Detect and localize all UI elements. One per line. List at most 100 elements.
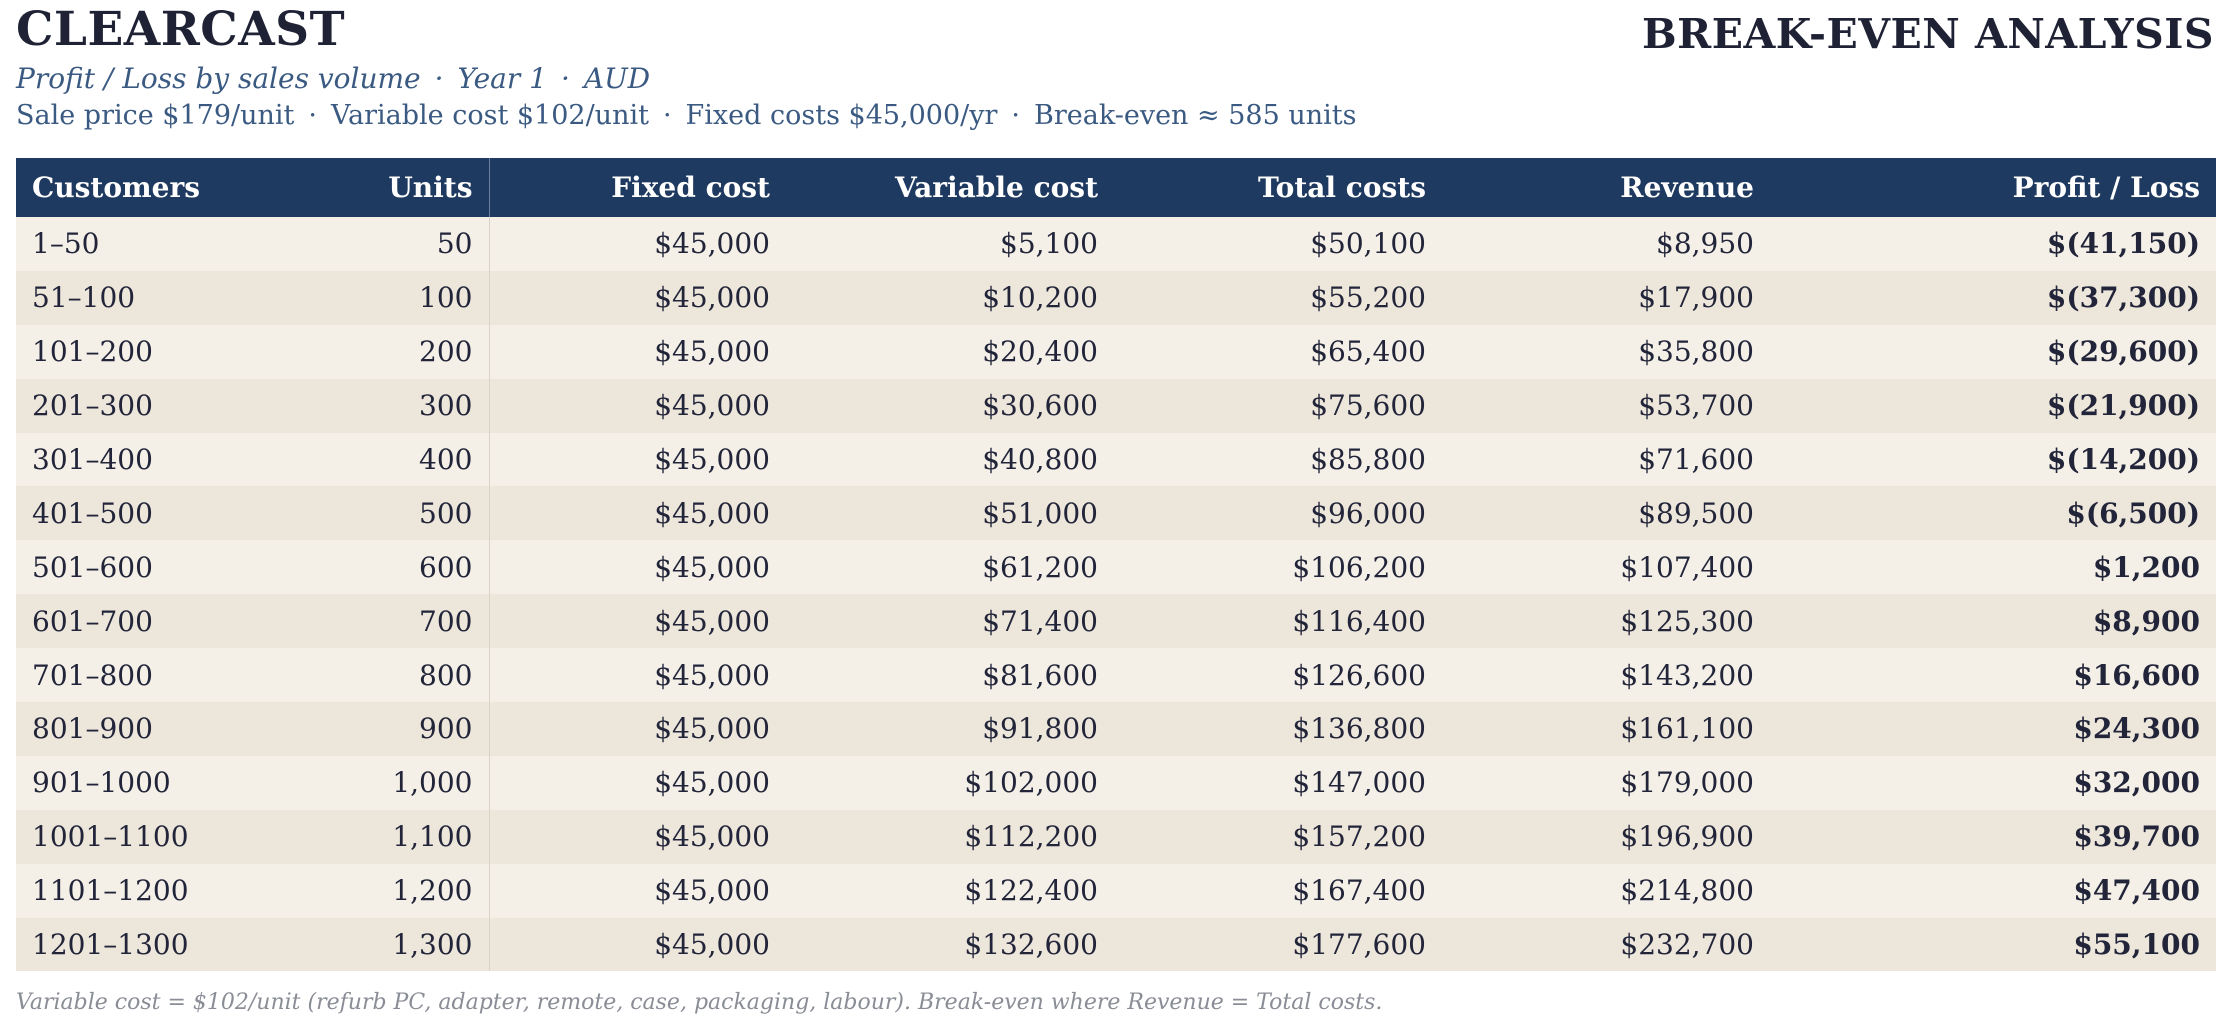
cell-fixed-cost: $45,000	[489, 217, 786, 271]
cell-customers: 301–400	[16, 432, 216, 487]
cell-variable-cost: $61,200	[786, 540, 1114, 595]
cell-profit-loss: $(21,900)	[1770, 378, 2216, 433]
cell-fixed-cost: $45,000	[489, 809, 786, 864]
cell-profit-loss: $16,600	[1770, 648, 2216, 703]
cell-revenue: $161,100	[1442, 702, 1770, 756]
cell-variable-cost: $81,600	[786, 648, 1114, 703]
cell-revenue: $107,400	[1442, 540, 1770, 595]
cell-fixed-cost: $45,000	[489, 702, 786, 756]
table-header-row: Customers Units Fixed cost Variable cost…	[16, 158, 2216, 217]
cell-total-costs: $106,200	[1114, 540, 1442, 595]
cell-total-costs: $167,400	[1114, 863, 1442, 918]
cell-total-costs: $65,400	[1114, 324, 1442, 379]
table-row: 401–500 500 $45,000 $51,000 $96,000 $89,500 $(…	[16, 486, 2216, 541]
table-row: 1101–1200 1,200 $45,000 $122,400 $167,400 $21…	[16, 863, 2216, 918]
cell-customers: 1201–1300	[16, 917, 216, 972]
cell-profit-loss: $(6,500)	[1770, 486, 2216, 541]
cell-variable-cost: $40,800	[786, 432, 1114, 487]
table-row: 601–700 700 $45,000 $71,400 $116,400 $125,300…	[16, 594, 2216, 649]
cell-customers: 1–50	[16, 217, 216, 271]
cell-customers: 1001–1100	[16, 809, 216, 864]
cell-customers: 101–200	[16, 324, 216, 379]
cell-customers: 51–100	[16, 270, 216, 325]
cell-fixed-cost: $45,000	[489, 378, 786, 433]
subtitle-currency: AUD	[583, 62, 651, 95]
cell-fixed-cost: $45,000	[489, 540, 786, 595]
column-header-profit-loss: Profit / Loss	[1770, 158, 2216, 217]
cell-units: 600	[216, 540, 490, 595]
cell-variable-cost: $122,400	[786, 863, 1114, 918]
cell-profit-loss: $47,400	[1770, 863, 2216, 918]
cell-profit-loss: $1,200	[1770, 540, 2216, 595]
cell-fixed-cost: $45,000	[489, 486, 786, 541]
table-row: 51–100 100 $45,000 $10,200 $55,200 $17,900 $(3…	[16, 270, 2216, 325]
cell-units: 800	[216, 648, 490, 703]
cell-variable-cost: $5,100	[786, 217, 1114, 271]
cell-fixed-cost: $45,000	[489, 648, 786, 703]
cell-customers: 701–800	[16, 648, 216, 703]
table-row: 1001–1100 1,100 $45,000 $112,200 $157,200 $19…	[16, 809, 2216, 864]
table-row: 901–1000 1,000 $45,000 $102,000 $147,000 $179…	[16, 755, 2216, 810]
cell-customers: 501–600	[16, 540, 216, 595]
cell-total-costs: $55,200	[1114, 270, 1442, 325]
cell-total-costs: $75,600	[1114, 378, 1442, 433]
column-header-fixed-cost: Fixed cost	[489, 158, 786, 217]
separator: ·	[662, 100, 672, 131]
cell-variable-cost: $91,800	[786, 702, 1114, 756]
document-title: BREAK-EVEN ANALYSIS	[1642, 10, 2214, 58]
cell-variable-cost: $112,200	[786, 809, 1114, 864]
separator: ·	[1011, 100, 1021, 131]
table-row: 301–400 400 $45,000 $40,800 $85,800 $71,600 $(…	[16, 432, 2216, 487]
cell-profit-loss: $8,900	[1770, 594, 2216, 649]
column-header-variable-cost: Variable cost	[786, 158, 1114, 217]
cell-units: 1,000	[216, 755, 490, 810]
cell-variable-cost: $132,600	[786, 917, 1114, 972]
cell-units: 50	[216, 217, 490, 271]
cell-units: 200	[216, 324, 490, 379]
sale-price: Sale price $179/unit	[16, 100, 295, 131]
cell-fixed-cost: $45,000	[489, 270, 786, 325]
cell-profit-loss: $24,300	[1770, 702, 2216, 756]
cell-revenue: $179,000	[1442, 755, 1770, 810]
cell-total-costs: $126,600	[1114, 648, 1442, 703]
cell-revenue: $143,200	[1442, 648, 1770, 703]
cell-units: 300	[216, 378, 490, 433]
cell-variable-cost: $51,000	[786, 486, 1114, 541]
cell-profit-loss: $(14,200)	[1770, 432, 2216, 487]
column-header-total-costs: Total costs	[1114, 158, 1442, 217]
cell-fixed-cost: $45,000	[489, 917, 786, 972]
table-row: 701–800 800 $45,000 $81,600 $126,600 $143,200…	[16, 648, 2216, 703]
cell-units: 1,100	[216, 809, 490, 864]
cell-customers: 401–500	[16, 486, 216, 541]
separator: ·	[434, 62, 444, 95]
cell-variable-cost: $10,200	[786, 270, 1114, 325]
cell-revenue: $89,500	[1442, 486, 1770, 541]
cell-revenue: $196,900	[1442, 809, 1770, 864]
cell-units: 400	[216, 432, 490, 487]
cell-revenue: $71,600	[1442, 432, 1770, 487]
footnote: Variable cost = $102/unit (refurb PC, ad…	[16, 990, 1383, 1015]
subtitle-description: Profit / Loss by sales volume	[16, 62, 421, 95]
cell-total-costs: $177,600	[1114, 917, 1442, 972]
cell-units: 700	[216, 594, 490, 649]
cell-revenue: $232,700	[1442, 917, 1770, 972]
cell-fixed-cost: $45,000	[489, 594, 786, 649]
cell-units: 1,300	[216, 917, 490, 972]
subtitle-period: Year 1	[457, 62, 547, 95]
fixed-costs: Fixed costs $45,000/yr	[685, 100, 998, 131]
cell-total-costs: $85,800	[1114, 432, 1442, 487]
cell-units: 1,200	[216, 863, 490, 918]
cell-profit-loss: $(37,300)	[1770, 270, 2216, 325]
separator: ·	[560, 62, 570, 95]
separator: ·	[308, 100, 317, 131]
cell-profit-loss: $55,100	[1770, 917, 2216, 972]
cell-fixed-cost: $45,000	[489, 863, 786, 918]
variable-cost: Variable cost $102/unit	[330, 100, 649, 131]
cell-fixed-cost: $45,000	[489, 755, 786, 810]
cell-revenue: $53,700	[1442, 378, 1770, 433]
break-even-units: Break-even ≈ 585 units	[1034, 100, 1357, 131]
column-header-units: Units	[216, 158, 490, 217]
cell-total-costs: $147,000	[1114, 755, 1442, 810]
break-even-table: Customers Units Fixed cost Variable cost…	[16, 158, 2216, 972]
